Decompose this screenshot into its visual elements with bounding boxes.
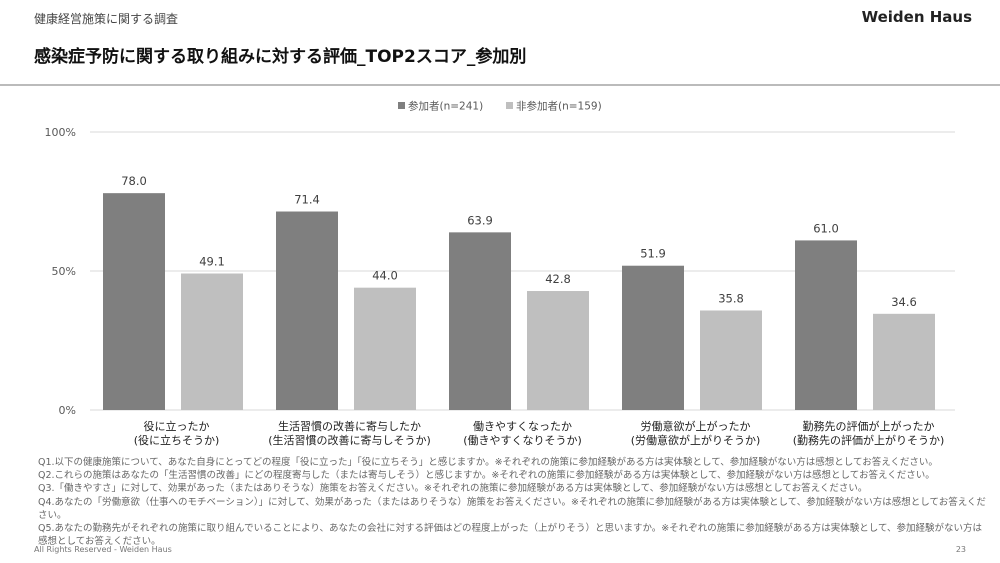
category-label: 働きやすくなったか: [473, 420, 572, 433]
data-label: 78.0: [121, 174, 147, 188]
y-tick-label: 100%: [45, 126, 76, 139]
bar: [449, 232, 511, 410]
bar: [622, 265, 684, 410]
question-notes: Q1.以下の健康施策について、あなた自身にとってどの程度「役に立った」「役に立ち…: [38, 456, 988, 548]
legend-swatch: [506, 102, 513, 109]
note-q3: Q3.「働きやすさ」に対して、効果があった（またはありそうな）施策をお答えくださ…: [38, 483, 868, 495]
category-label: (勤務先の評価が上がりそうか): [793, 433, 945, 447]
data-label: 63.9: [467, 213, 493, 227]
page-title: 感染症予防に関する取り組みに対する評価_TOP2スコア_参加別: [34, 47, 527, 67]
y-tick-label: 50%: [52, 265, 76, 278]
data-label: 35.8: [718, 291, 744, 305]
category-label: (労働意欲が上がりそうか): [631, 433, 761, 447]
bar: [873, 313, 935, 410]
data-label: 44.0: [372, 269, 398, 283]
data-label: 42.8: [545, 272, 571, 286]
y-tick-label: 0%: [59, 404, 76, 417]
bar: [700, 310, 762, 410]
report-subtitle: 健康経営施策に関する調査: [34, 12, 179, 26]
category-label: 生活習慣の改善に寄与したか: [278, 419, 421, 433]
page-number: 23: [955, 545, 966, 554]
bar: [276, 211, 338, 410]
category-label: 勤務先の評価が上がったか: [803, 419, 935, 433]
data-label: 49.1: [199, 255, 225, 269]
category-label: 労働意欲が上がったか: [641, 419, 751, 433]
note-q2: Q2.これらの施策はあなたの「生活習慣の改善」にどの程度寄与した（または寄与しそ…: [38, 470, 935, 482]
brand-logo: Weiden Haus: [861, 8, 972, 26]
bar: [795, 240, 857, 410]
data-label: 61.0: [813, 221, 839, 235]
bar-chart: 0% 50% 100% 参加者(n=241) 非参加者(n=159) 78.0 49.1 役に…: [45, 100, 955, 447]
bar: [527, 291, 589, 410]
bar: [354, 287, 416, 410]
data-label: 71.4: [294, 193, 320, 207]
legend-swatch: [398, 102, 405, 109]
category-label: (役に立ちそうか): [134, 433, 220, 447]
legend-label: 非参加者(n=159): [516, 100, 602, 113]
bar: [181, 273, 243, 410]
header-divider: [0, 84, 1000, 86]
copyright: All Rights Reserved - Weiden Haus: [34, 545, 172, 554]
bar: [103, 193, 165, 410]
category-label: (生活習慣の改善に寄与しそうか): [268, 433, 431, 447]
data-label: 34.6: [891, 295, 917, 309]
note-q1: Q1.以下の健康施策について、あなた自身にとってどの程度「役に立った」「役に立ち…: [38, 457, 938, 468]
note-q4: Q4.あなたの「労働意欲（仕事へのモチベーション）」に対して、効果があった（また…: [38, 496, 986, 521]
data-label: 51.9: [640, 247, 666, 261]
note-q5: Q5.あなたの勤務先がそれぞれの施策に取り組んでいることにより、あなたの会社に対…: [38, 523, 983, 548]
category-label: (働きやすくなりそうか): [463, 434, 582, 447]
category-label: 役に立ったか: [144, 419, 210, 433]
legend-label: 参加者(n=241): [408, 100, 483, 113]
